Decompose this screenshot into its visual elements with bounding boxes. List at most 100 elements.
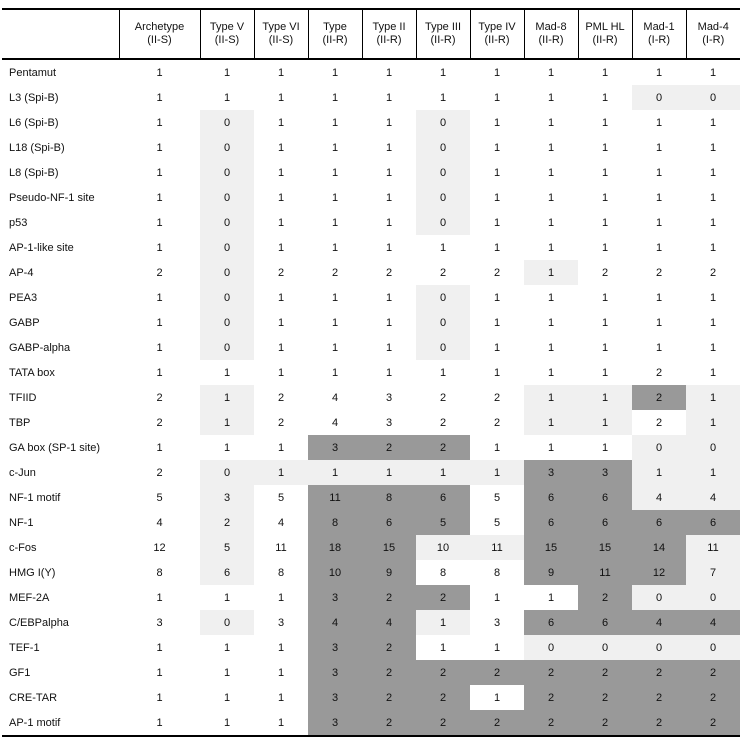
cell: 15 [362,535,416,560]
cell: 1 [277,716,285,729]
cell: 1 [156,166,163,179]
cell: 1 [686,460,740,485]
cell: 1 [655,191,663,204]
cell: 1 [493,366,501,379]
row-label: c-Fos [9,541,37,554]
cell: 12 [632,560,686,585]
cell: 9 [362,560,416,585]
cell: 1 [416,460,470,485]
cell: 4 [308,610,362,635]
cell: 1 [277,191,285,204]
cell: 1 [655,291,663,304]
cell: 3 [578,460,632,485]
cell: 6 [578,485,632,510]
cell: 5 [277,491,285,504]
cell: 4 [632,485,686,510]
cell: 0 [416,160,470,185]
table-row-c-ebpalpha: C/EBPalpha 3 0 3 4 4 1 3 6 6 4 4 [2,610,740,635]
row-label: L6 (Spi-B) [9,116,59,129]
cell: 1 [385,91,393,104]
cell: 1 [277,691,285,704]
table-row-l3-spi-b: L3 (Spi-B) 1 1 1 1 1 1 1 1 1 0 0 [2,85,740,110]
cell: 1 [439,241,447,254]
table-row-gabp-alpha: GABP-alpha 1 0 1 1 1 0 1 1 1 1 1 [2,335,740,360]
cell: 2 [524,660,578,685]
cell: 9 [524,560,578,585]
cell: 1 [709,116,717,129]
header-row: Archetype (II-S) Type V (II-S) Type VI (II-S)… [2,9,740,60]
cell: 1 [385,141,393,154]
cell: 1 [156,316,163,329]
cell: 1 [331,191,339,204]
column-header-type-vi-ii-s: Type VI (II-S) [253,9,308,60]
cell: 1 [223,666,231,679]
cell: 1 [493,66,501,79]
cell: 1 [308,460,362,485]
table-row-nf-1-motif: NF-1 motif 5 3 5 11 8 6 5 6 6 4 4 [2,485,740,510]
table-row-tef-1: TEF-1 1 1 1 3 2 1 1 0 0 0 0 [2,635,740,660]
cell: 1 [493,216,501,229]
cell: 1 [655,116,663,129]
table-row-p53: p53 1 0 1 1 1 0 1 1 1 1 1 [2,210,740,235]
cell: 3 [385,416,393,429]
cell: 1 [156,641,163,654]
cell: 8 [493,566,501,579]
cell: 0 [632,585,686,610]
cell: 2 [578,685,632,710]
cell: 0 [416,210,470,235]
cell: 1 [493,641,501,654]
cell: 11 [275,541,287,554]
cell: 1 [277,316,285,329]
cell: 2 [578,660,632,685]
row-label: L18 (Spi-B) [9,141,65,154]
cell: 1 [156,241,163,254]
cell: 6 [524,485,578,510]
cell: 2 [331,266,339,279]
table-row-l6-spi-b: L6 (Spi-B) 1 0 1 1 1 0 1 1 1 1 1 [2,110,740,135]
cell: 1 [331,291,339,304]
cell: 0 [200,285,254,310]
column-header-mad-1-i-r: Mad-1 (I-R) [631,9,686,60]
cell: 10 [416,535,470,560]
cell: 2 [362,585,416,610]
cell: 1 [156,141,163,154]
cell: 1 [493,166,501,179]
cell: 0 [632,85,686,110]
row-label: TFIID [9,391,37,404]
cell: 6 [632,510,686,535]
cell: 1 [223,366,231,379]
cell: 1 [331,216,339,229]
cell: 1 [601,66,609,79]
cell: 1 [493,316,501,329]
cell: 0 [578,635,632,660]
cell: 2 [277,391,285,404]
cell: 0 [632,635,686,660]
cell: 2 [362,435,416,460]
cell: 6 [362,510,416,535]
cell: 0 [686,585,740,610]
cell: 1 [601,366,609,379]
cell: 3 [308,685,362,710]
cell: 4 [632,610,686,635]
table-row-pentamut: Pentamut 1 1 1 1 1 1 1 1 1 1 1 [2,59,740,85]
cell: 3 [308,660,362,685]
cell: 1 [223,691,231,704]
cell: 1 [601,91,609,104]
cell: 1 [470,460,524,485]
column-header-type-v-ii-s: Type V (II-S) [199,9,254,60]
cell: 2 [686,685,740,710]
row-label: MEF-2A [9,591,50,604]
cell: 1 [277,441,285,454]
cell: 1 [156,291,163,304]
corner-cell [2,9,119,60]
cell: 6 [686,510,740,535]
cell: 1 [547,191,555,204]
cell: 1 [493,116,501,129]
cell: 1 [547,291,555,304]
table-row-pseudo-nf-1-site: Pseudo-NF-1 site 1 0 1 1 1 0 1 1 1 1 1 [2,185,740,210]
cell: 1 [156,441,163,454]
cell: 1 [277,341,285,354]
cell: 2 [709,266,717,279]
table-row-tata-box: TATA box 1 1 1 1 1 1 1 1 1 2 1 [2,360,740,385]
cell: 1 [156,716,163,729]
